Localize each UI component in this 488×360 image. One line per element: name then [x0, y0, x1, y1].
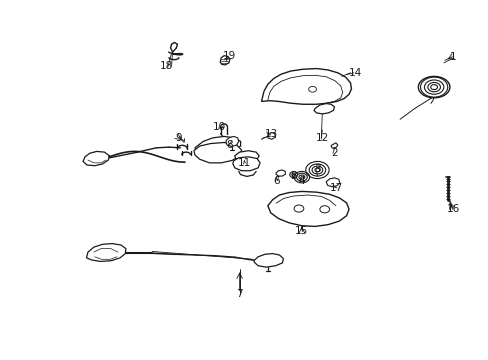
- Text: 8: 8: [226, 140, 233, 150]
- Text: 14: 14: [348, 68, 361, 78]
- Text: 16: 16: [446, 204, 459, 214]
- Text: 6: 6: [272, 176, 279, 186]
- Polygon shape: [86, 244, 125, 261]
- Text: 1: 1: [449, 52, 456, 62]
- Polygon shape: [313, 104, 334, 114]
- Polygon shape: [267, 132, 275, 139]
- Text: 13: 13: [264, 129, 277, 139]
- Text: 9: 9: [175, 133, 182, 143]
- Polygon shape: [254, 253, 283, 267]
- Polygon shape: [232, 157, 260, 171]
- Polygon shape: [225, 136, 238, 147]
- Polygon shape: [83, 152, 109, 166]
- Polygon shape: [330, 143, 337, 148]
- Polygon shape: [234, 151, 259, 161]
- Polygon shape: [276, 170, 285, 176]
- Text: 15: 15: [295, 226, 308, 236]
- Text: 19: 19: [222, 51, 235, 61]
- Polygon shape: [325, 178, 339, 187]
- Text: 4: 4: [298, 176, 305, 186]
- Text: 7: 7: [236, 289, 243, 298]
- Text: 12: 12: [315, 133, 328, 143]
- Polygon shape: [267, 192, 348, 226]
- Text: 10: 10: [212, 122, 225, 132]
- Ellipse shape: [417, 76, 449, 98]
- Polygon shape: [195, 136, 240, 153]
- Text: 18: 18: [160, 62, 173, 71]
- Polygon shape: [194, 143, 241, 163]
- Polygon shape: [261, 68, 351, 104]
- Text: 11: 11: [237, 158, 251, 168]
- Text: 3: 3: [313, 164, 320, 174]
- Text: 17: 17: [329, 183, 343, 193]
- Polygon shape: [220, 56, 229, 65]
- Text: 2: 2: [330, 148, 337, 158]
- Text: 5: 5: [289, 171, 296, 181]
